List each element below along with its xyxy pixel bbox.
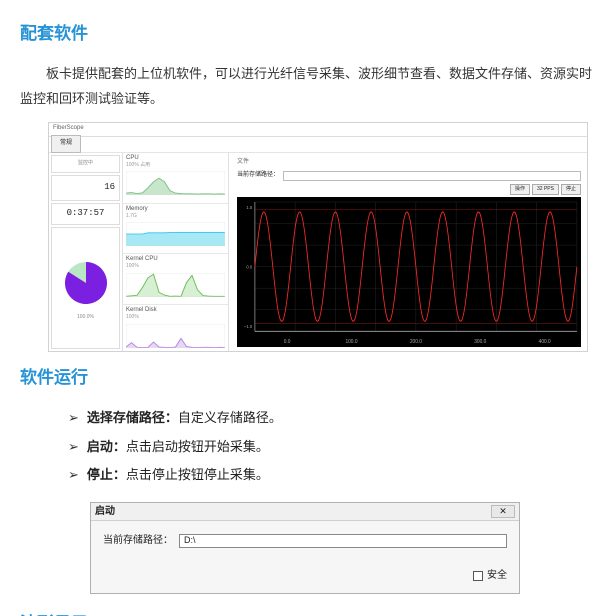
bullet-arrow-icon: ➢ bbox=[68, 435, 79, 460]
mon-mem-sub: 1.7G bbox=[126, 212, 225, 222]
status-label: 监控中 bbox=[78, 159, 93, 169]
window-title: FiberScope bbox=[53, 123, 84, 134]
scope-top-label: 文件 bbox=[237, 157, 249, 168]
mon-cpu-sub: 100% 占用 bbox=[126, 161, 225, 171]
spark-kerneldisk bbox=[126, 324, 225, 348]
status-card: 监控中 bbox=[51, 155, 120, 173]
pie-legend: 100.0% bbox=[77, 313, 94, 323]
section-heading-software: 配套软件 bbox=[20, 18, 595, 50]
monitor-panel: CPU 100% 占用 Memory 1.7G Kernel CPU 100% … bbox=[123, 153, 229, 351]
dialog-close-button[interactable]: ✕ bbox=[491, 505, 515, 518]
section1-description: 板卡提供配套的上位机软件，可以进行光纤信号采集、波形细节查看、数据文件存储、资源… bbox=[20, 62, 595, 111]
pie-card: 100.0% bbox=[51, 227, 120, 349]
run-item: ➢ 启动：点击启动按钮开始采集。 bbox=[68, 435, 595, 460]
mon-memory: Memory 1.7G bbox=[123, 204, 228, 255]
left-panel: 监控中 16 0:37:57 100.0% bbox=[49, 153, 123, 351]
dialog-footer: 安全 bbox=[91, 566, 519, 593]
window-body: 监控中 16 0:37:57 100.0% CPU 100% 占用 Memory bbox=[49, 153, 587, 351]
mon-kcpu-sub: 100% bbox=[126, 262, 225, 272]
run-item: ➢ 停止：点击停止按钮停止采集。 bbox=[68, 463, 595, 488]
svg-text:1.0: 1.0 bbox=[246, 205, 252, 210]
svg-text:−1.0: −1.0 bbox=[244, 324, 253, 329]
bullet-arrow-icon: ➢ bbox=[68, 463, 79, 488]
dialog-titlebar: 启动 ✕ bbox=[91, 503, 519, 521]
run-item: ➢ 选择存储路径：自定义存储路径。 bbox=[68, 406, 595, 431]
section-heading-run: 软件运行 bbox=[20, 362, 595, 394]
scope-waveform: 0.0 100.0 200.0 300.0 400.0 −1.0 0.0 1.0 bbox=[237, 197, 581, 346]
spark-memory bbox=[126, 222, 225, 246]
dialog-path-input[interactable]: D:\ bbox=[179, 534, 507, 548]
scope-buttons: 操作 32 PPS 停止 bbox=[237, 184, 581, 195]
mon-kernelcpu: Kernel CPU 100% bbox=[123, 254, 228, 305]
run-item-text: 启动：点击启动按钮开始采集。 bbox=[87, 435, 269, 460]
run-list: ➢ 选择存储路径：自定义存储路径。 ➢ 启动：点击启动按钮开始采集。 ➢ 停止：点击停止按… bbox=[68, 406, 595, 488]
svg-text:200.0: 200.0 bbox=[410, 339, 422, 346]
mon-kdisk-sub: 100% bbox=[126, 313, 225, 323]
dialog-path-label: 当前存储路径： bbox=[103, 531, 173, 550]
scope-path-input[interactable] bbox=[283, 171, 581, 181]
dialog-body: 当前存储路径： D:\ bbox=[91, 521, 519, 566]
dialog-title: 启动 bbox=[95, 502, 115, 521]
window-toolbar: 常规 bbox=[49, 137, 587, 153]
spark-kernelcpu bbox=[126, 273, 225, 297]
scope-top-row: 文件 bbox=[237, 157, 581, 168]
svg-text:300.0: 300.0 bbox=[474, 339, 486, 346]
run-item-text: 选择存储路径：自定义存储路径。 bbox=[87, 406, 282, 431]
run-item-text: 停止：点击停止按钮停止采集。 bbox=[87, 463, 269, 488]
scope-panel: 文件 当前存储路径： 操作 32 PPS 停止 0.0 100.0 200.0 300… bbox=[229, 153, 587, 351]
svg-text:0.0: 0.0 bbox=[284, 339, 291, 346]
mon-kerneldisk: Kernel Disk 100% bbox=[123, 305, 228, 351]
software-screenshot: FiberScope 常规 监控中 16 0:37:57 100.0% CPU bbox=[48, 122, 588, 352]
window-titlebar: FiberScope bbox=[49, 123, 587, 137]
bullet-arrow-icon: ➢ bbox=[68, 406, 79, 431]
timer-card: 0:37:57 bbox=[51, 203, 120, 225]
count-card: 16 bbox=[51, 175, 120, 201]
config-dialog-screenshot: 启动 ✕ 当前存储路径： D:\ 安全 bbox=[90, 502, 520, 594]
scope-path-label: 当前存储路径： bbox=[237, 170, 279, 181]
scope-btn-1[interactable]: 操作 bbox=[510, 184, 530, 195]
scope-btn-3[interactable]: 停止 bbox=[561, 184, 581, 195]
mon-cpu: CPU 100% 占用 bbox=[123, 153, 228, 204]
scope-canvas-wrap: 0.0 100.0 200.0 300.0 400.0 −1.0 0.0 1.0 bbox=[237, 197, 581, 346]
dialog-checkbox[interactable] bbox=[473, 571, 483, 581]
scope-canvas: 0.0 100.0 200.0 300.0 400.0 −1.0 0.0 1.0 bbox=[237, 197, 581, 346]
dialog-checkbox-label: 安全 bbox=[487, 566, 507, 585]
svg-text:400.0: 400.0 bbox=[539, 339, 551, 346]
pie-chart bbox=[56, 253, 116, 313]
dialog-path-row: 当前存储路径： D:\ bbox=[103, 531, 507, 550]
scope-btn-2[interactable]: 32 PPS bbox=[532, 184, 559, 195]
spark-cpu bbox=[126, 171, 225, 195]
svg-text:0.0: 0.0 bbox=[246, 264, 252, 269]
section3-heading-cutoff: 波形显示 bbox=[20, 608, 595, 616]
svg-text:100.0: 100.0 bbox=[345, 339, 357, 346]
toolbar-tab[interactable]: 常规 bbox=[51, 135, 81, 152]
